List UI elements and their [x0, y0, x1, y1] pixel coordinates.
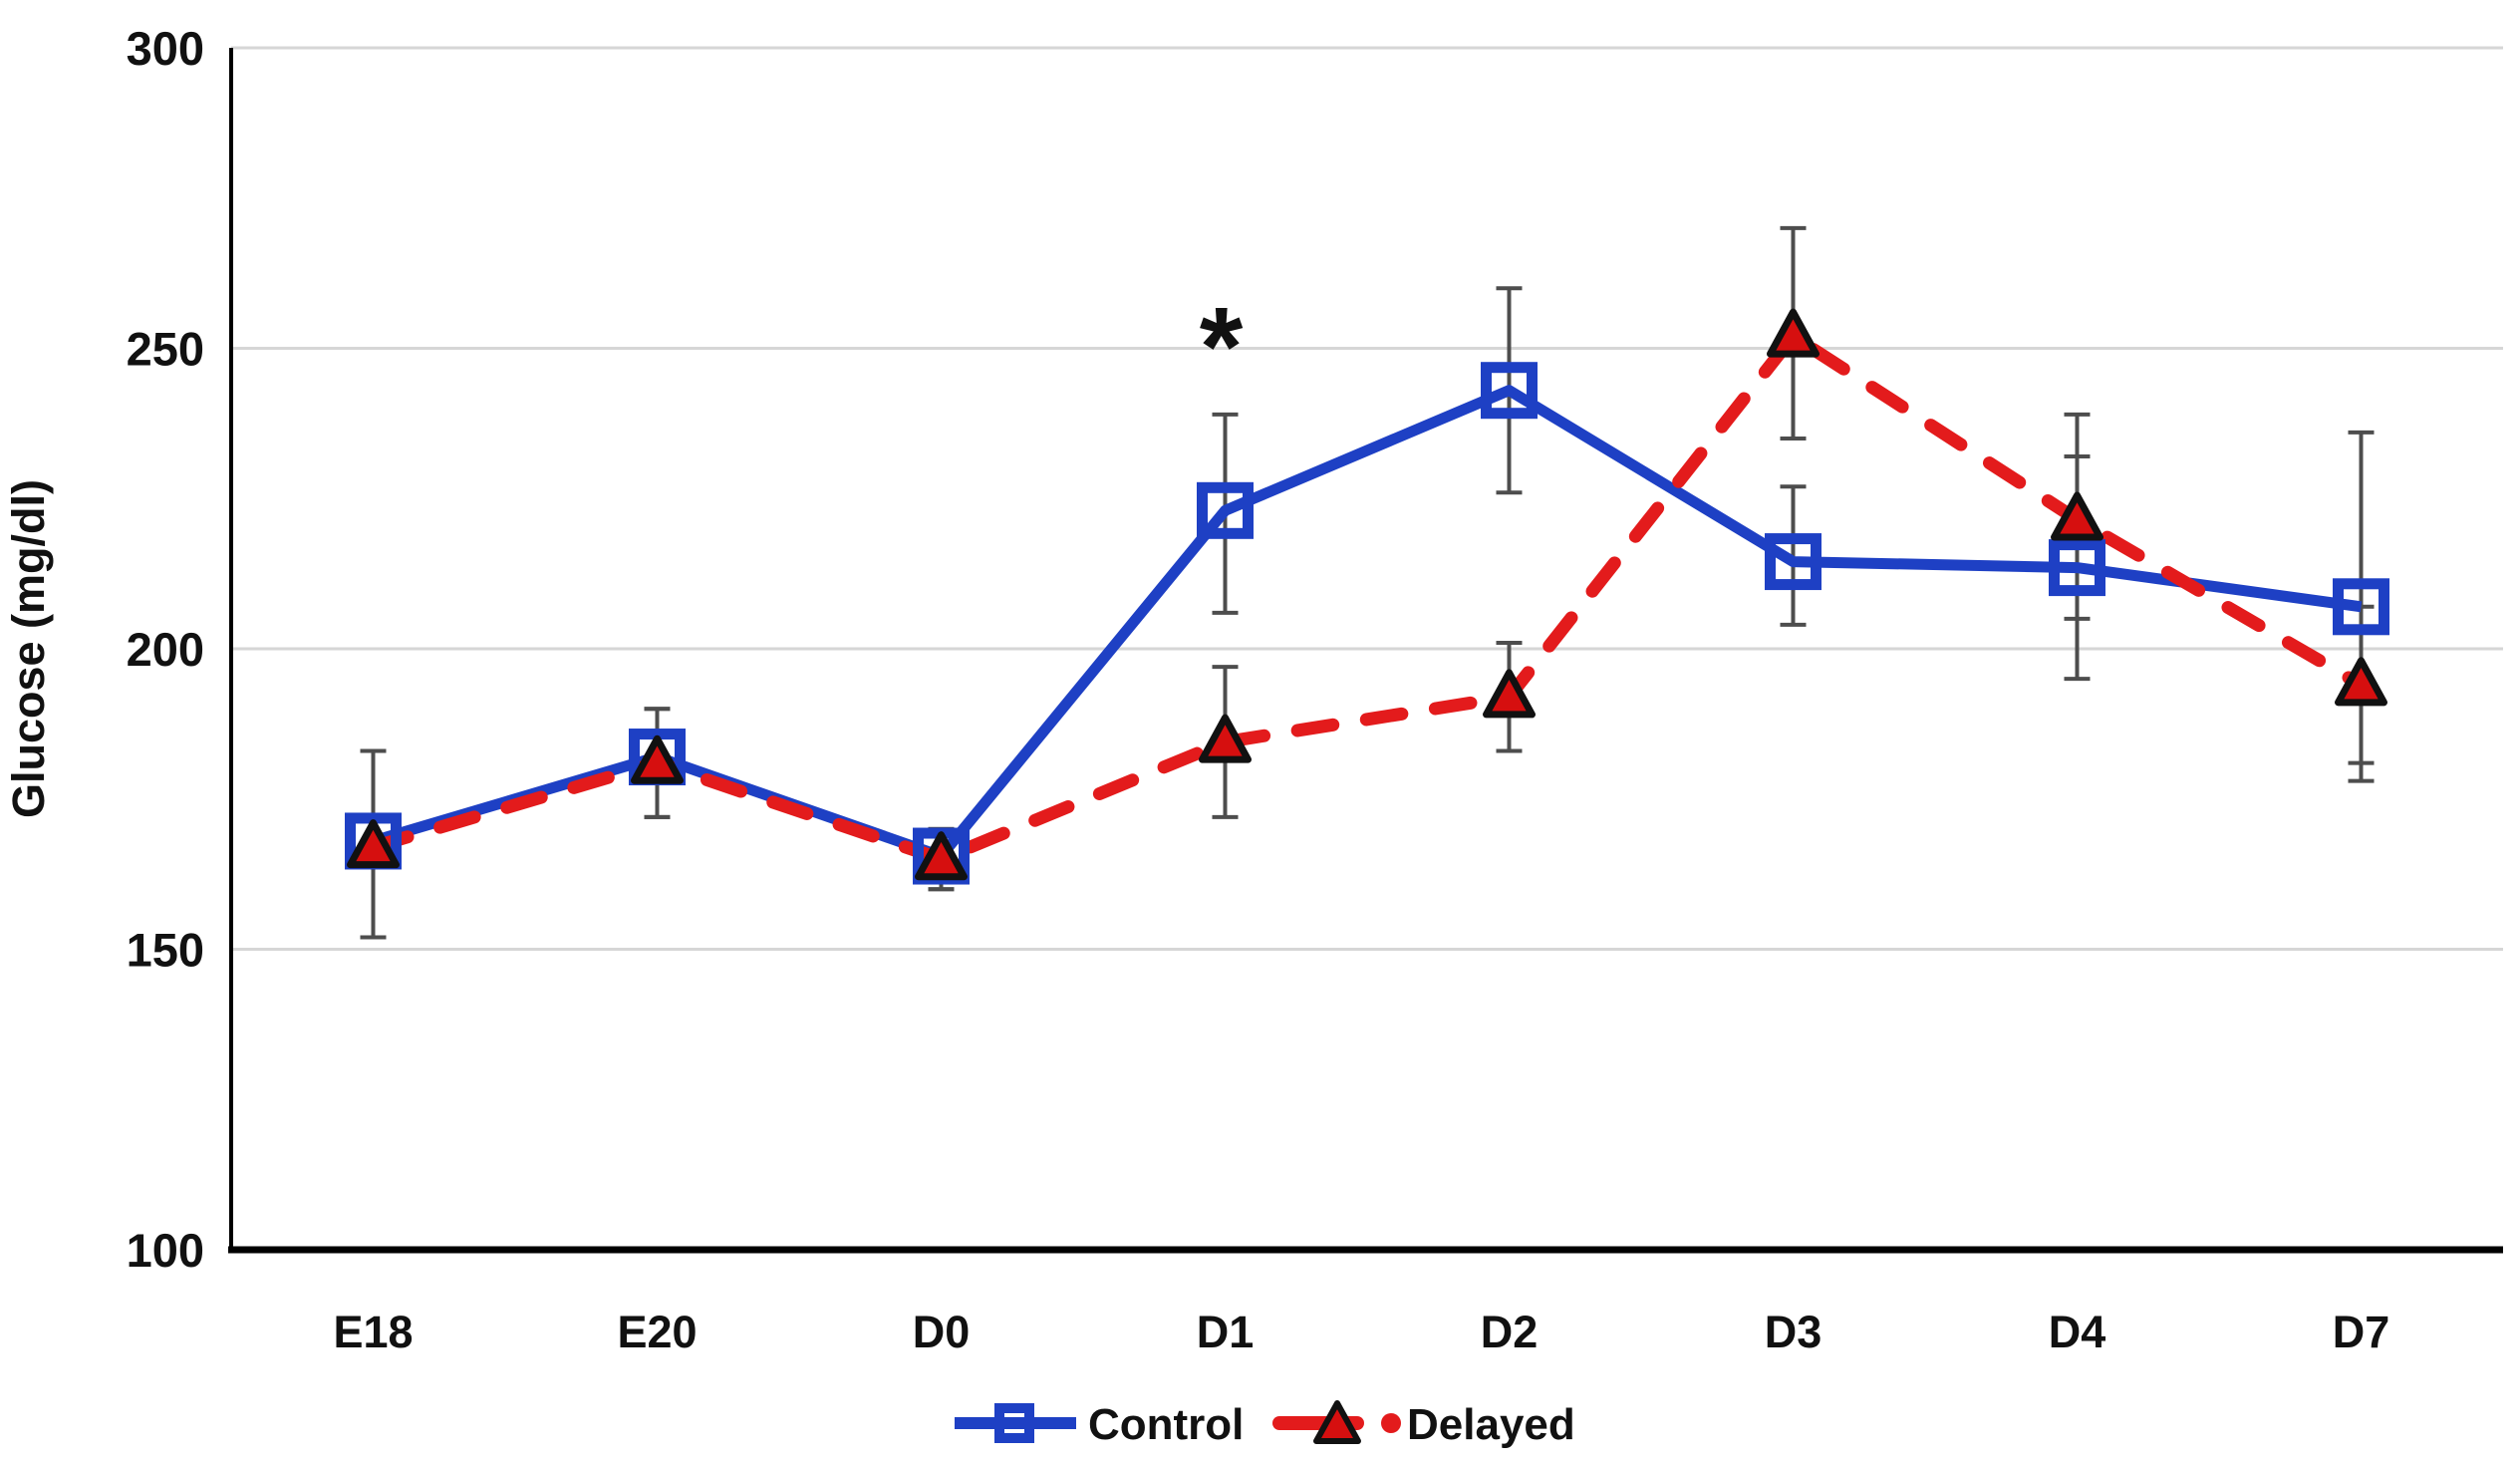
y-tick-label-100: 100	[127, 1224, 204, 1277]
x-category-label-D2: D2	[1481, 1307, 1539, 1357]
x-category-label-E20: E20	[617, 1307, 697, 1357]
legend-delayed-triangle-icon	[1313, 1399, 1361, 1444]
control-marker-D7	[2333, 578, 2389, 636]
control-marker-D3	[1765, 533, 1821, 591]
control-marker-D1	[1197, 481, 1254, 539]
y-tick-label-150: 150	[127, 924, 204, 977]
legend-label-delayed: Delayed	[1407, 1400, 1575, 1449]
control-marker-D2	[1481, 362, 1538, 420]
y-tick-label-300: 300	[127, 22, 204, 75]
delayed-marker-E20	[631, 734, 684, 784]
delayed-marker-D2	[1483, 669, 1536, 719]
significance-asterisk: *	[1200, 284, 1244, 409]
x-category-label-D7: D7	[2333, 1307, 2390, 1357]
x-category-label-D1: D1	[1197, 1307, 1255, 1357]
control-marker-D4	[2049, 539, 2105, 597]
delayed-marker-D1	[1199, 714, 1252, 763]
y-axis-title: Glucose (mg/dl)	[3, 479, 54, 818]
y-tick-label-200: 200	[127, 623, 204, 676]
legend-label-control: Control	[1088, 1400, 1244, 1449]
x-category-label-D0: D0	[913, 1307, 971, 1357]
delayed-marker-D3	[1767, 308, 1820, 358]
legend-control-square-icon	[994, 1403, 1034, 1443]
delayed-series-line	[367, 329, 2368, 866]
delayed-marker-E18	[347, 819, 400, 869]
delayed-marker-D0	[915, 831, 968, 881]
x-category-label-E18: E18	[333, 1307, 413, 1357]
y-tick-label-250: 250	[127, 323, 204, 376]
delayed-marker-D7	[2335, 657, 2387, 707]
delayed-marker-D4	[2051, 491, 2103, 541]
legend: Control Delayed	[955, 1399, 1575, 1449]
control-series-line	[371, 385, 2363, 862]
x-category-label-D3: D3	[1765, 1307, 1822, 1357]
x-category-label-D4: D4	[2049, 1307, 2106, 1357]
legend-delayed-dot-icon	[1381, 1413, 1401, 1433]
